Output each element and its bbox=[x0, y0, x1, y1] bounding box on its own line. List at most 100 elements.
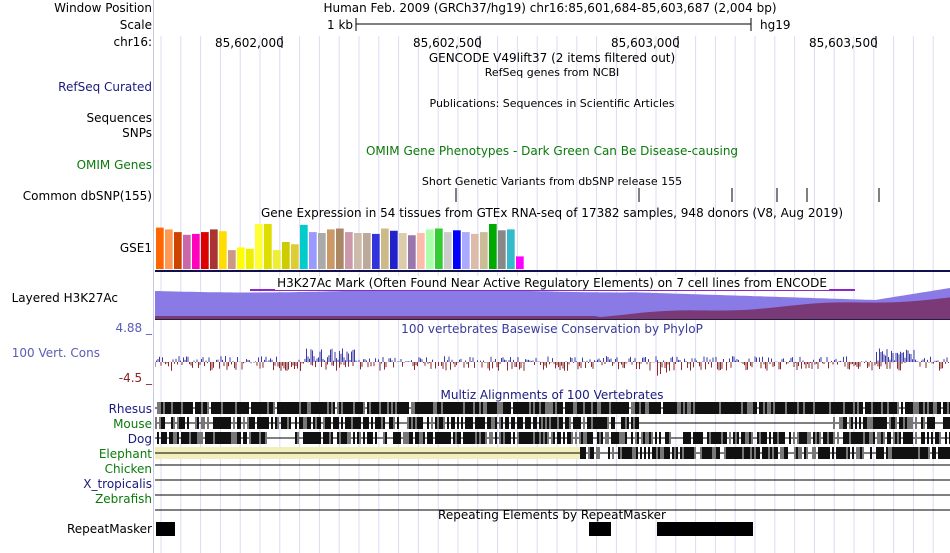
alignment-block bbox=[932, 447, 934, 459]
alignment-block bbox=[301, 402, 303, 414]
repeat-track-title[interactable]: Repeating Elements by RepeatMasker bbox=[438, 508, 666, 522]
alignment-block bbox=[507, 417, 509, 429]
alignment-block bbox=[819, 432, 821, 444]
alignment-block bbox=[596, 447, 598, 459]
h3k27ac-track-title[interactable]: H3K27Ac Mark (Often Found Near Active Re… bbox=[275, 276, 829, 290]
gtex-bar bbox=[417, 233, 425, 269]
alignment-block bbox=[613, 402, 615, 414]
alignment-block bbox=[229, 402, 231, 414]
alignment-block bbox=[937, 432, 939, 444]
alignment-block bbox=[939, 432, 941, 444]
alignment-block bbox=[471, 402, 473, 414]
alignment-block bbox=[893, 402, 895, 414]
gtex-bar bbox=[318, 233, 326, 269]
alignment-block bbox=[585, 402, 587, 414]
alignment-block bbox=[349, 402, 351, 414]
alignment-block bbox=[421, 417, 423, 429]
alignment-block bbox=[699, 432, 701, 444]
alignment-block bbox=[644, 447, 646, 459]
species-label-elephant[interactable]: Elephant bbox=[98, 447, 152, 461]
gtex-track-title[interactable]: Gene Expression in 54 tissues from GTEx … bbox=[260, 206, 844, 220]
gtex-bar bbox=[480, 232, 488, 269]
alignment-block bbox=[437, 402, 439, 414]
gtex-track-label[interactable]: GSE1 bbox=[119, 241, 152, 255]
alignment-block bbox=[647, 432, 649, 444]
species-label-chicken[interactable]: Chicken bbox=[104, 462, 152, 476]
species-label-zebrafish[interactable]: Zebrafish bbox=[95, 492, 152, 506]
alignment-block bbox=[563, 432, 565, 444]
alignment-block bbox=[704, 447, 706, 459]
h3k27ac-track-label[interactable]: Layered H3K27Ac bbox=[11, 291, 118, 305]
alignment-block bbox=[357, 432, 359, 444]
alignment-block bbox=[525, 432, 527, 444]
alignment-block bbox=[387, 402, 389, 414]
alignment-block bbox=[935, 432, 937, 444]
alignment-block bbox=[865, 402, 867, 414]
alignment-block bbox=[537, 402, 539, 414]
alignment-block bbox=[711, 432, 713, 444]
phylop-track-title[interactable]: 100 vertebrates Basewise Conservation by… bbox=[401, 322, 703, 336]
genome-browser-image[interactable]: Human Feb. 2009 (GRCh37/hg19) chr16:85,6… bbox=[155, 0, 950, 553]
alignment-block bbox=[423, 432, 425, 444]
repeatmasker-track-label[interactable]: RepeatMasker bbox=[66, 522, 152, 536]
alignment-block bbox=[787, 402, 789, 414]
alignment-block bbox=[433, 402, 435, 414]
multiz-track-title[interactable]: Multiz Alignments of 100 Vertebrates bbox=[440, 388, 664, 402]
dbsnp-track-title[interactable]: Short Genetic Variants from dbSNP releas… bbox=[421, 175, 683, 188]
alignment-block bbox=[658, 447, 660, 459]
track-canvas[interactable] bbox=[155, 0, 950, 553]
alignment-block bbox=[607, 402, 609, 414]
alignment-block bbox=[851, 402, 853, 414]
alignment-block bbox=[167, 402, 169, 414]
alignment-block bbox=[838, 447, 840, 459]
snps-track-label[interactable]: SNPs bbox=[122, 126, 152, 140]
alignment-block bbox=[584, 447, 586, 459]
alignment-block bbox=[655, 432, 657, 444]
alignment-block bbox=[197, 402, 199, 414]
species-label-dog[interactable]: Dog bbox=[127, 432, 152, 446]
gtex-bar bbox=[246, 248, 254, 269]
alignment-block bbox=[753, 402, 755, 414]
omim-track-title[interactable]: OMIM Gene Phenotypes - Dark Green Can Be… bbox=[365, 144, 739, 158]
alignment-block bbox=[575, 417, 577, 429]
alignment-block bbox=[227, 402, 229, 414]
alignment-block bbox=[791, 402, 793, 414]
alignment-block bbox=[443, 432, 445, 444]
alignment-block bbox=[357, 402, 359, 414]
alignment-block bbox=[361, 402, 363, 414]
alignment-block bbox=[307, 402, 309, 414]
alignment-block bbox=[765, 432, 767, 444]
alignment-block bbox=[325, 417, 327, 429]
alignment-block bbox=[307, 432, 309, 444]
species-label-rhesus[interactable]: Rhesus bbox=[108, 402, 152, 416]
alignment-block bbox=[371, 432, 373, 444]
alignment-block bbox=[237, 402, 239, 414]
species-label-mouse[interactable]: Mouse bbox=[113, 417, 152, 431]
alignment-block bbox=[878, 447, 880, 459]
publications-track-title[interactable]: Publications: Sequences in Scientific Ar… bbox=[429, 97, 675, 110]
dbsnp-track-label[interactable]: Common dbSNP(155) bbox=[22, 189, 152, 203]
gencode-track-title[interactable]: GENCODE V49lift37 (2 items filtered out) bbox=[428, 51, 676, 65]
alignment-block bbox=[569, 432, 571, 444]
alignment-block bbox=[895, 402, 897, 414]
refseq-track-title[interactable]: RefSeq genes from NCBI bbox=[484, 66, 620, 79]
alignment-block bbox=[273, 402, 275, 414]
alignment-block bbox=[777, 432, 779, 444]
alignment-block bbox=[867, 417, 869, 429]
alignment-block bbox=[207, 432, 209, 444]
alignment-block bbox=[743, 432, 745, 444]
alignment-block bbox=[519, 432, 521, 444]
alignment-block bbox=[625, 402, 627, 414]
alignment-block bbox=[803, 432, 805, 444]
alignment-block bbox=[924, 447, 926, 459]
gtex-bar bbox=[345, 232, 353, 269]
alignment-block bbox=[535, 402, 537, 414]
species-label-x-tropicalis[interactable]: X_tropicalis bbox=[83, 477, 152, 491]
alignment-block bbox=[277, 402, 279, 414]
refseq-track-label[interactable]: RefSeq Curated bbox=[58, 80, 152, 94]
alignment-block bbox=[693, 432, 695, 444]
sequences-track-label[interactable]: Sequences bbox=[86, 111, 152, 125]
cons-track-label[interactable]: 100 Vert. Cons bbox=[11, 346, 100, 360]
omim-track-label[interactable]: OMIM Genes bbox=[76, 158, 152, 172]
alignment-block bbox=[203, 417, 205, 429]
